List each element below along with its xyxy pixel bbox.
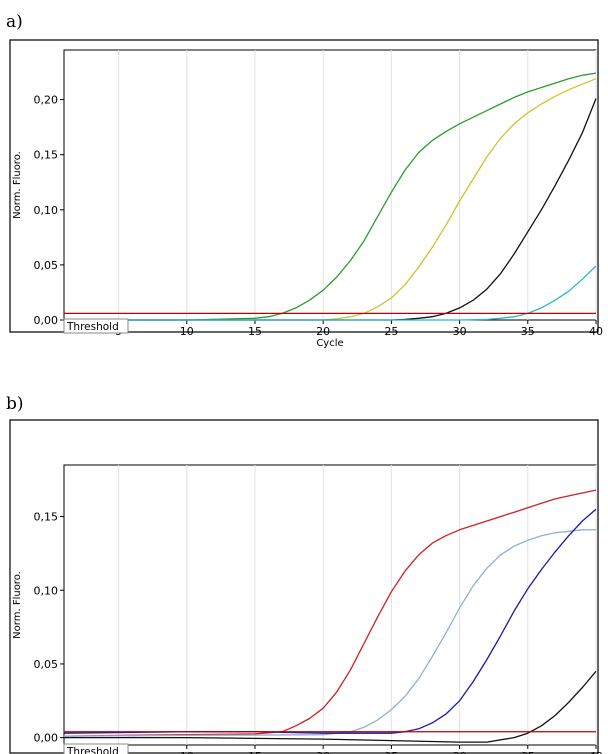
chart-b-x-tick-label: 25 [384,750,398,754]
chart-a-y-tick-label: 0,10 [34,204,59,217]
chart-a-y-axis-title: Norm. Fluoro. [12,151,23,219]
chart-b-series-4-line [64,670,597,743]
chart-a-y-tick-label: 0,20 [34,94,59,107]
chart-b-x-tick-label: 40 [589,750,603,754]
panel-b-label: b) [6,394,24,414]
chart-a-series-4-line [64,265,597,321]
chart-a-y-tick-label: 0,05 [34,259,59,272]
chart-a-series-2-line [64,78,597,321]
chart-a-x-axis-title: Cycle [316,338,343,349]
chart-a: 5101520253035400,000,050,100,150,20Norm.… [9,39,603,349]
chart-b-x-tick-label: 20 [316,750,330,754]
panel-a-label: a) [6,12,23,32]
chart-a-x-tick-label: 20 [316,325,330,338]
chart-a-plot-area [63,49,597,321]
chart-b-x-tick-label: 30 [453,750,467,754]
chart-a-y-tick-label: 0,15 [34,149,59,162]
chart-b-y-tick-label: 0,15 [34,511,59,524]
chart-b-series-1-line [63,489,597,737]
chart-a-x-tick-label: 10 [180,325,194,338]
chart-b-plot-area [63,464,597,746]
chart-b-threshold-label: Threshold [66,746,119,754]
chart-b-x-tick-label: 35 [521,750,535,754]
chart-b-y-tick-label: 0,00 [34,732,59,745]
chart-a-y-tick-label: 0,00 [34,314,59,327]
chart-a-x-tick-label: 25 [384,325,398,338]
chart-b-y-tick-label: 0,10 [34,584,59,597]
chart-a-series-1-line [64,72,597,321]
chart-a-x-tick-label: 40 [589,325,603,338]
chart-b-threshold-box [63,743,129,754]
chart-a-threshold-box [63,318,129,334]
chart-b-series-3-line [63,508,597,734]
chart-b-x-tick-label: 10 [180,750,194,754]
chart-b-y-tick-label: 0,05 [34,658,59,671]
chart-b-series-2-line [63,529,596,737]
chart-a-x-tick-label: 15 [248,325,262,338]
chart-a-x-tick-label: 30 [453,325,467,338]
chart-a-x-tick-label: 35 [521,325,535,338]
chart-a-threshold-label: Threshold [66,321,119,333]
chart-b-x-tick-label: 15 [248,750,262,754]
chart-b-y-axis-title: Norm. Fluoro. [12,571,23,639]
